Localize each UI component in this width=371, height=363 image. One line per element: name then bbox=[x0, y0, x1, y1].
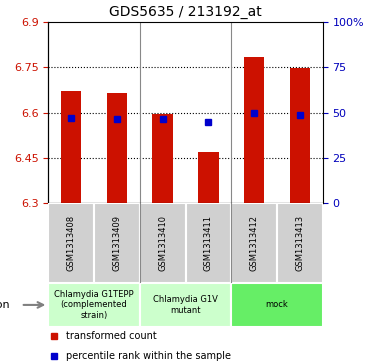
Bar bbox=[140, 203, 186, 283]
Text: GSM1313412: GSM1313412 bbox=[250, 215, 259, 271]
Bar bbox=[152, 114, 173, 203]
Bar bbox=[290, 68, 310, 203]
Text: GSM1313413: GSM1313413 bbox=[295, 215, 304, 271]
Bar bbox=[244, 57, 265, 203]
Bar bbox=[140, 283, 231, 327]
Bar bbox=[198, 152, 219, 203]
Bar bbox=[48, 203, 94, 283]
Bar bbox=[94, 203, 140, 283]
Text: percentile rank within the sample: percentile rank within the sample bbox=[66, 351, 231, 361]
Bar bbox=[277, 203, 323, 283]
Bar bbox=[48, 283, 140, 327]
Bar bbox=[61, 91, 81, 203]
Text: Chlamydia G1TEPP
(complemented
strain): Chlamydia G1TEPP (complemented strain) bbox=[54, 290, 134, 320]
Text: Chlamydia G1V
mutant: Chlamydia G1V mutant bbox=[153, 295, 218, 315]
Text: GSM1313411: GSM1313411 bbox=[204, 215, 213, 271]
Text: GSM1313408: GSM1313408 bbox=[67, 215, 76, 271]
Text: mock: mock bbox=[266, 301, 288, 309]
Bar bbox=[186, 203, 231, 283]
Text: infection: infection bbox=[0, 300, 10, 310]
Text: GSM1313410: GSM1313410 bbox=[158, 215, 167, 271]
Text: transformed count: transformed count bbox=[66, 331, 157, 341]
Text: GSM1313409: GSM1313409 bbox=[112, 215, 121, 271]
Bar bbox=[231, 203, 277, 283]
Bar bbox=[231, 283, 323, 327]
Bar bbox=[106, 94, 127, 203]
Title: GDS5635 / 213192_at: GDS5635 / 213192_at bbox=[109, 5, 262, 19]
